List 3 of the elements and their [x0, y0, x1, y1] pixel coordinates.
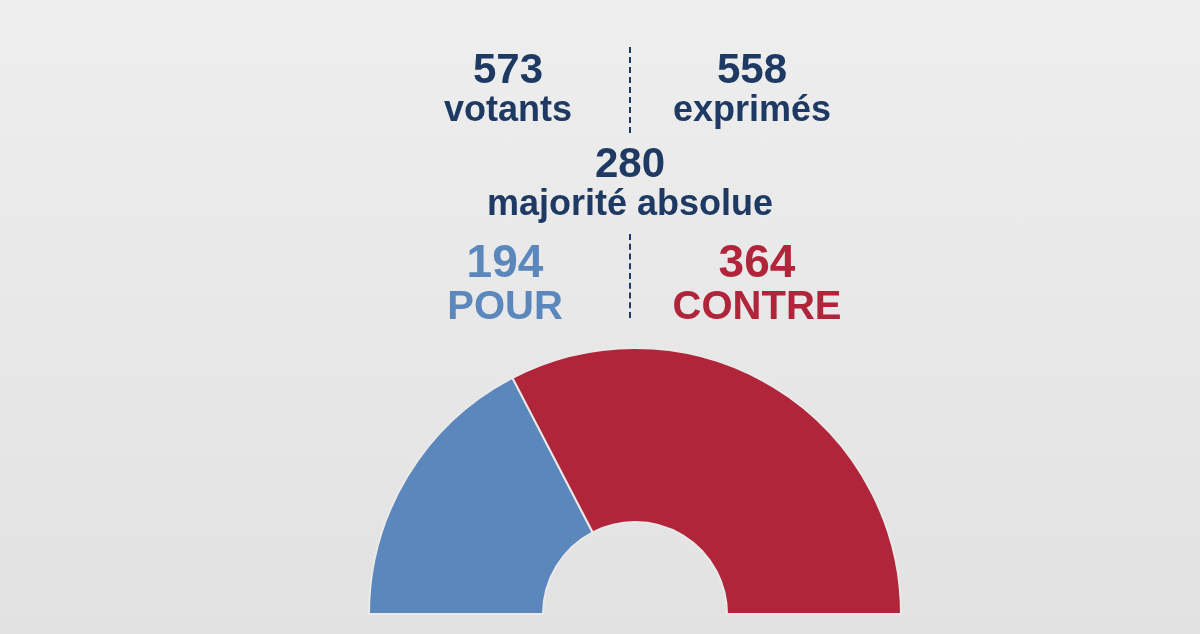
text: 280 majorité absolue	[486, 139, 774, 223]
text: 573 votants	[443, 45, 573, 129]
text: 558 exprimés	[672, 45, 832, 129]
